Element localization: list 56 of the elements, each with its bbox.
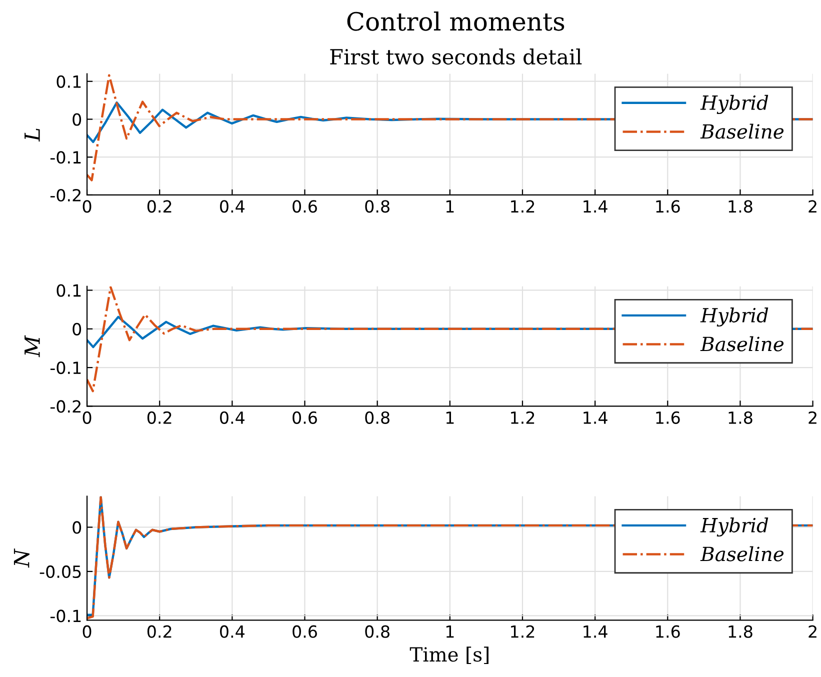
y-axis-title: L [24, 128, 40, 142]
legend-label: Baseline [700, 336, 784, 352]
x-tick-label: 1.6 [656, 625, 680, 638]
x-tick-label: 2 [808, 625, 816, 638]
chart-title: Control moments [347, 11, 564, 31]
x-tick-label: 1.4 [584, 200, 608, 212]
x-tick-label: 1.4 [584, 626, 608, 638]
legend-label: Baseline [700, 546, 784, 562]
x-tick-label: 1.6 [656, 200, 680, 213]
x-tick-label: 0.4 [220, 411, 244, 424]
legend-label: Hybrid [700, 307, 768, 327]
y-tick-label: -0.1 [50, 610, 81, 622]
x-tick-label: 1.8 [728, 411, 752, 424]
x-tick-label: 1 [446, 412, 454, 424]
legend-label: Hybrid [700, 94, 768, 114]
x-tick-label: 1.2 [511, 411, 534, 424]
y-tick-label: 0.1 [56, 75, 81, 88]
legend-label: Hybrid [700, 517, 768, 537]
y-tick-label: -0.05 [40, 565, 81, 578]
x-tick-label: 0.4 [220, 200, 244, 213]
x-tick-label: 0.6 [292, 411, 317, 424]
x-tick-label: 0.2 [147, 625, 172, 638]
chart-subtitle: First two seconds detail [330, 48, 582, 65]
x-tick-label: 0.6 [292, 625, 317, 638]
x-tick-label: 0.8 [365, 625, 390, 638]
y-tick-label: 0 [72, 113, 82, 126]
y-tick-label: 0.1 [56, 284, 81, 297]
y-tick-label: 0 [72, 521, 82, 534]
x-tick-label: 0.2 [147, 200, 172, 213]
y-tick-label: 0 [72, 322, 82, 336]
x-tick-label: 0 [82, 625, 92, 638]
x-tick-label: 1.8 [728, 625, 752, 638]
x-tick-label: 1.8 [728, 200, 752, 213]
x-tick-label: 0.8 [365, 411, 390, 424]
legend-label: Baseline [700, 124, 784, 139]
x-tick-label: 1.4 [584, 412, 608, 424]
x-axis-title: Time [s] [410, 646, 488, 664]
y-axis-title: M [24, 335, 40, 358]
y-axis-title: N [14, 548, 30, 568]
x-tick-label: 1.2 [511, 625, 534, 638]
x-tick-label: 0.4 [220, 625, 244, 638]
x-tick-label: 0.8 [365, 200, 390, 213]
y-tick-label: -0.1 [50, 151, 81, 164]
y-tick-label: -0.2 [50, 188, 80, 202]
x-tick-label: 2 [808, 200, 816, 212]
x-tick-label: 1 [446, 200, 454, 212]
x-tick-label: 0 [82, 411, 92, 424]
x-tick-label: 1.6 [656, 411, 680, 424]
y-tick-label: -0.2 [50, 400, 80, 413]
y-tick-label: -0.1 [50, 362, 81, 374]
x-tick-label: 2 [808, 411, 816, 424]
x-tick-label: 0 [82, 200, 92, 213]
x-tick-label: 0.6 [292, 200, 317, 213]
x-tick-label: 1.2 [511, 200, 534, 212]
x-tick-label: 1 [446, 626, 454, 638]
x-tick-label: 0.2 [147, 411, 172, 424]
